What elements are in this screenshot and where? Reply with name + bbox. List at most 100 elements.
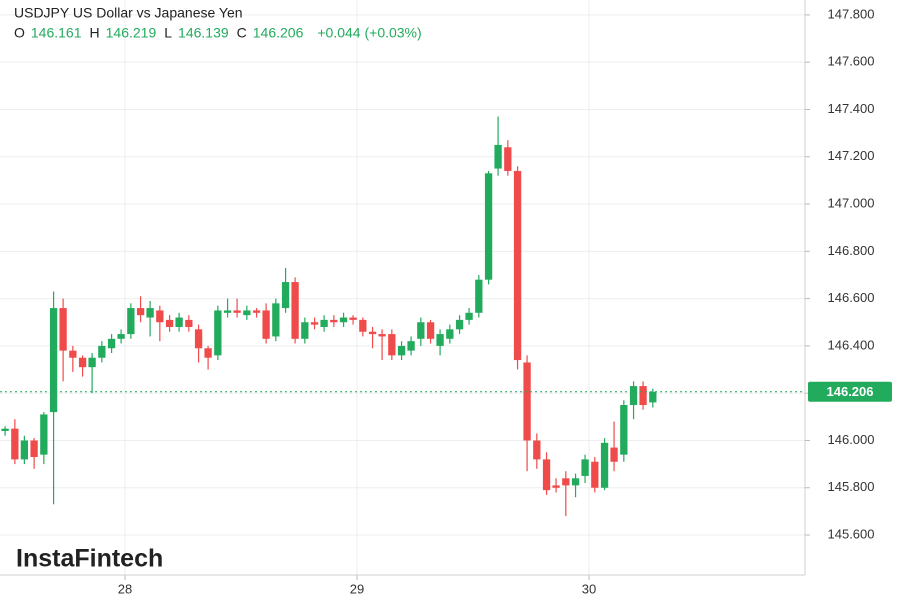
- candle-body: [310, 322, 319, 325]
- candle-body: [98, 345, 106, 358]
- x-tick-label: 28: [118, 581, 132, 596]
- candle-body: [107, 338, 116, 349]
- ohlc-label: O: [14, 25, 25, 41]
- candle-body: [117, 334, 125, 339]
- candle-body: [214, 310, 222, 356]
- x-tick-label: 29: [350, 581, 364, 596]
- last-price-box: [808, 381, 892, 402]
- candle-body: [40, 414, 48, 455]
- candle-body: [475, 279, 483, 313]
- candle-body: [330, 319, 338, 323]
- candles: [0, 116, 805, 517]
- candle-body: [436, 334, 444, 346]
- y-tick-label: 147.800: [828, 6, 875, 21]
- candle-body: [339, 317, 348, 323]
- candle-body: [20, 440, 29, 460]
- watermark: InstaFintech: [16, 545, 163, 573]
- candle-body: [165, 319, 174, 327]
- ohlc-value: 146.161: [31, 25, 82, 41]
- candle-body: [407, 341, 415, 351]
- ohlc-value: 146.206: [253, 25, 304, 41]
- candle-body: [397, 345, 406, 356]
- candle-body: [252, 310, 261, 313]
- candle-body: [571, 478, 580, 486]
- candle-body: [301, 322, 309, 339]
- candle-body: [446, 329, 454, 339]
- candle-body: [610, 447, 618, 462]
- candle-body: [417, 322, 425, 339]
- candle-body: [620, 405, 628, 455]
- y-tick-label: 147.600: [828, 54, 875, 69]
- candle-body: [78, 357, 87, 368]
- candle-body: [272, 303, 280, 337]
- axes: 145.600145.800146.000146.200146.400146.6…: [118, 6, 892, 596]
- candle-body: [523, 362, 531, 441]
- ohlc-label: C: [237, 25, 247, 41]
- last-price-label: 146.206: [827, 384, 874, 399]
- candle-body: [639, 386, 647, 406]
- candle-body: [378, 334, 386, 337]
- candle-body: [581, 459, 589, 476]
- candle-body: [600, 442, 609, 488]
- candle-body: [388, 334, 396, 356]
- y-tick-label: 146.000: [828, 432, 875, 447]
- candle-body: [320, 319, 328, 327]
- candle-body: [426, 322, 435, 339]
- candle-body: [185, 319, 193, 327]
- candle-body: [494, 144, 502, 169]
- candle-body: [455, 319, 464, 330]
- x-tick-label: 30: [582, 581, 596, 596]
- candle-body: [465, 312, 473, 320]
- candle-body: [349, 317, 357, 320]
- candle-body: [1, 428, 9, 432]
- ohlc-label: L: [164, 25, 172, 41]
- price-change: +0.044 (+0.03%): [317, 25, 421, 41]
- y-tick-label: 146.400: [828, 337, 875, 352]
- ohlc-value: 146.219: [106, 25, 157, 41]
- candle-body: [552, 485, 560, 488]
- candle-body: [484, 173, 493, 280]
- candle-body: [59, 308, 67, 351]
- candle-body: [533, 440, 541, 460]
- candle-body: [359, 319, 367, 332]
- candle-body: [649, 391, 657, 403]
- ohlc-value: 146.139: [178, 25, 229, 41]
- candle-body: [291, 282, 299, 339]
- candle-body: [69, 350, 77, 358]
- chart-title: USDJPY US Dollar vs Japanese Yen: [14, 5, 243, 21]
- candle-body: [175, 317, 183, 327]
- y-tick-label: 146.800: [828, 243, 875, 258]
- candle-body: [49, 308, 58, 413]
- candle-body: [562, 478, 570, 486]
- candle-body: [156, 310, 164, 323]
- candle-body: [591, 461, 599, 488]
- candle-body: [542, 459, 551, 491]
- y-tick-label: 145.800: [828, 479, 875, 494]
- candle-body: [204, 348, 212, 358]
- candle-body: [223, 310, 232, 313]
- candle-body: [194, 329, 203, 349]
- y-tick-label: 147.200: [828, 148, 875, 163]
- candle-body: [629, 386, 638, 406]
- candle-body: [146, 308, 154, 318]
- candle-body: [136, 308, 145, 316]
- candle-body: [262, 310, 270, 339]
- y-tick-label: 146.600: [828, 290, 875, 305]
- ohlc-label: H: [90, 25, 100, 41]
- candle-body: [281, 282, 290, 309]
- candle-body: [11, 428, 19, 460]
- candle-body: [233, 310, 241, 313]
- candle-body: [88, 357, 96, 368]
- y-tick-label: 147.000: [828, 195, 875, 210]
- grid: [0, 0, 805, 575]
- candle-body: [127, 308, 135, 335]
- candle-body: [30, 440, 38, 458]
- candle-body: [368, 331, 377, 335]
- candle-body: [243, 310, 251, 316]
- candle-body: [504, 147, 512, 171]
- ohlc-legend: O 146.161 H 146.219 L 146.139 C 146.206 +0.044 (…: [14, 25, 422, 41]
- y-tick-label: 145.600: [828, 526, 875, 541]
- y-tick-label: 147.400: [828, 101, 875, 116]
- candle-body: [513, 170, 522, 361]
